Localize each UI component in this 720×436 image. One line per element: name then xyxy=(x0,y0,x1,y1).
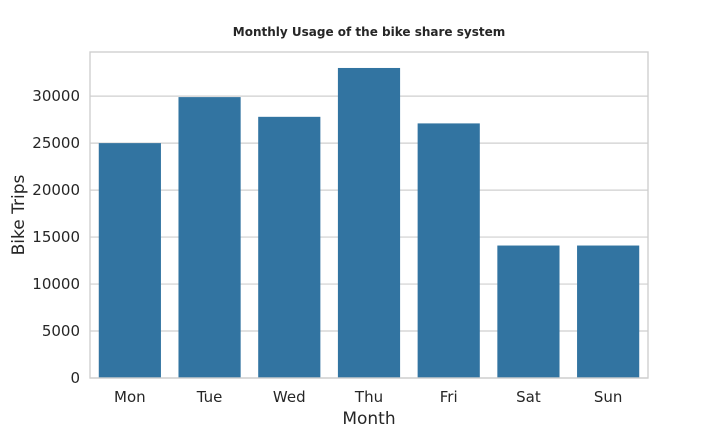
bar-mon xyxy=(98,143,161,378)
x-tick-label: Sat xyxy=(516,388,541,406)
y-tick-label: 5000 xyxy=(42,322,80,340)
x-tick-label: Thu xyxy=(354,388,383,406)
x-tick-label: Fri xyxy=(440,388,458,406)
x-tick-label: Sun xyxy=(594,388,623,406)
x-axis-label: Month xyxy=(342,409,395,429)
y-tick-label: 20000 xyxy=(32,181,80,199)
bar-sun xyxy=(577,245,640,378)
x-tick-label: Wed xyxy=(273,388,306,406)
y-tick-label: 15000 xyxy=(32,228,80,246)
bar-thu xyxy=(337,67,401,378)
x-tick-label: Mon xyxy=(114,388,146,406)
x-axis-ticks: Mon Tue Wed Thu Fri Sat Sun xyxy=(114,388,622,406)
chart-title: Monthly Usage of the bike share system xyxy=(233,25,505,39)
y-tick-label: 25000 xyxy=(32,134,80,152)
y-axis-ticks: 0 5000 10000 15000 20000 25000 30000 xyxy=(32,87,80,387)
bars xyxy=(98,67,640,379)
plot-frame xyxy=(89,51,649,379)
y-axis-label: Bike Trips xyxy=(9,174,29,255)
y-tick-label: 30000 xyxy=(32,87,80,105)
y-tick-label: 0 xyxy=(70,369,80,387)
bar-fri xyxy=(417,123,480,378)
bar-sat xyxy=(497,245,560,378)
x-tick-label: Tue xyxy=(196,388,223,406)
y-tick-label: 10000 xyxy=(32,275,80,293)
bar-tue xyxy=(178,97,241,379)
bar-wed xyxy=(258,116,321,378)
